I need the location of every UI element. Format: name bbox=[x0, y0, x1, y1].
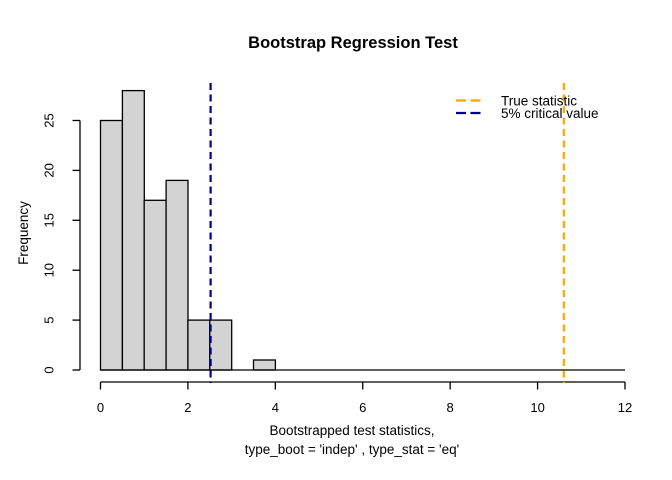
plot-title: Bootstrap Regression Test bbox=[248, 34, 458, 52]
y-tick-label: 20 bbox=[42, 163, 57, 177]
histogram-bar bbox=[187, 319, 211, 371]
x-tick-label: 2 bbox=[184, 400, 191, 415]
x-tick-label: 6 bbox=[359, 400, 366, 415]
y-tick-label: 5 bbox=[42, 316, 57, 323]
y-tick-label: 0 bbox=[42, 366, 57, 373]
y-tick-label: 10 bbox=[42, 263, 57, 277]
y-tick-label: 15 bbox=[42, 213, 57, 227]
axes: 0 5 10 15 20 25 0 2 4 6 8 10 12 bbox=[42, 113, 633, 415]
y-axis-label: Frequency bbox=[16, 201, 31, 265]
histogram-bar bbox=[121, 89, 145, 371]
reference-lines bbox=[209, 83, 565, 383]
x-tick-label: 4 bbox=[272, 400, 279, 415]
histogram-bar bbox=[99, 119, 124, 371]
histogram-bar bbox=[252, 359, 277, 371]
legend-label-true-statistic: True statistic bbox=[501, 94, 577, 109]
x-tick-label: 12 bbox=[618, 400, 632, 415]
x-tick-label: 0 bbox=[97, 400, 104, 415]
histogram-bar bbox=[165, 179, 189, 371]
histogram-bars bbox=[99, 89, 625, 371]
x-tick-label: 10 bbox=[530, 400, 544, 415]
x-axis-label-line2: type_boot = 'indep' , type_stat = 'eq' bbox=[245, 442, 459, 457]
legend-line-samples bbox=[456, 99, 484, 115]
x-tick-label: 8 bbox=[447, 400, 454, 415]
histogram-bar bbox=[209, 319, 233, 371]
y-tick-label: 25 bbox=[42, 113, 57, 127]
x-axis-label-line1: Bootstrapped test statistics, bbox=[269, 423, 434, 438]
histogram-bar bbox=[143, 199, 167, 371]
legend-label-critical-value: 5% critical value bbox=[501, 106, 599, 121]
